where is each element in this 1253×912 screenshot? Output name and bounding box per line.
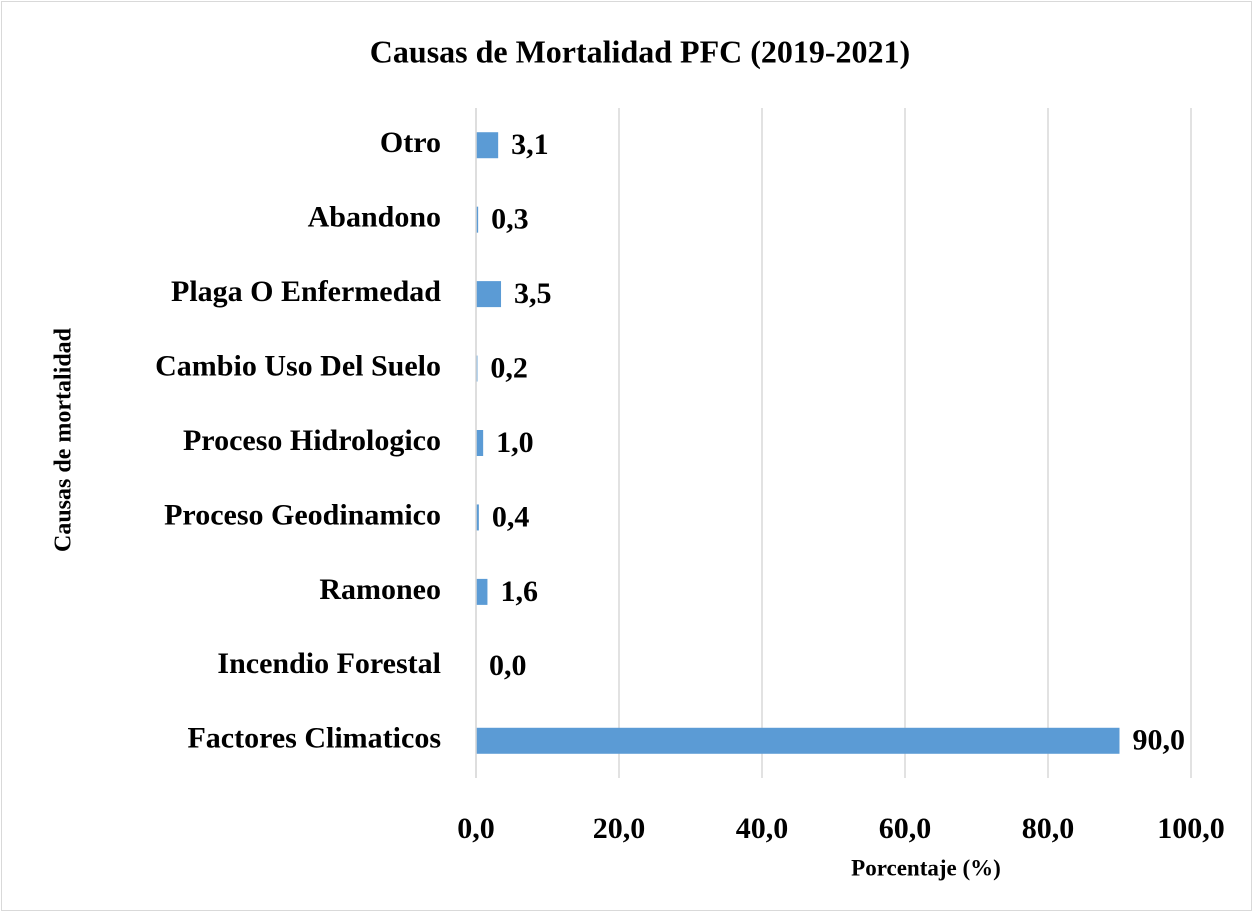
value-label: 1,0 <box>496 426 534 459</box>
y-tick-label: Proceso Geodinamico <box>164 498 441 531</box>
value-label: 90,0 <box>1133 724 1186 757</box>
x-tick-label: 0,0 <box>457 812 495 845</box>
bar <box>476 281 502 308</box>
y-axis-title: Causas de mortalidad <box>51 327 77 552</box>
bar <box>476 578 488 605</box>
value-label: 0,3 <box>491 203 529 236</box>
bar <box>476 430 484 456</box>
value-label: 1,6 <box>500 575 538 608</box>
chart-title: Causas de Mortalidad PFC (2019-2021) <box>370 33 910 69</box>
x-tick-label: 80,0 <box>1022 812 1075 845</box>
x-tick-label: 100,0 <box>1157 812 1225 845</box>
bar <box>476 206 479 233</box>
bar <box>476 132 499 159</box>
y-tick-label: Incendio Forestal <box>217 647 441 680</box>
y-tick-label: Factores Climaticos <box>187 722 441 755</box>
x-tick-label: 20,0 <box>593 812 646 845</box>
y-tick-label: Abandono <box>308 201 441 234</box>
value-label: 0,2 <box>490 351 528 384</box>
x-axis-title: Porcentaje (%) <box>851 855 1001 880</box>
y-tick-label: Plaga O Enfermedad <box>171 275 441 308</box>
bar <box>476 727 1120 754</box>
y-tick-label: Ramoneo <box>319 573 441 606</box>
value-label: 0,0 <box>489 649 527 682</box>
y-tick-label: Proceso Hidrologico <box>183 424 441 457</box>
x-tick-label: 40,0 <box>736 812 789 845</box>
y-tick-label: Otro <box>380 126 441 159</box>
value-label: 3,1 <box>511 128 549 161</box>
y-tick-label: Cambio Uso Del Suelo <box>155 349 441 382</box>
x-tick-label: 60,0 <box>879 812 932 845</box>
bar <box>476 504 479 531</box>
value-label: 0,4 <box>492 500 530 533</box>
value-label: 3,5 <box>514 277 552 310</box>
